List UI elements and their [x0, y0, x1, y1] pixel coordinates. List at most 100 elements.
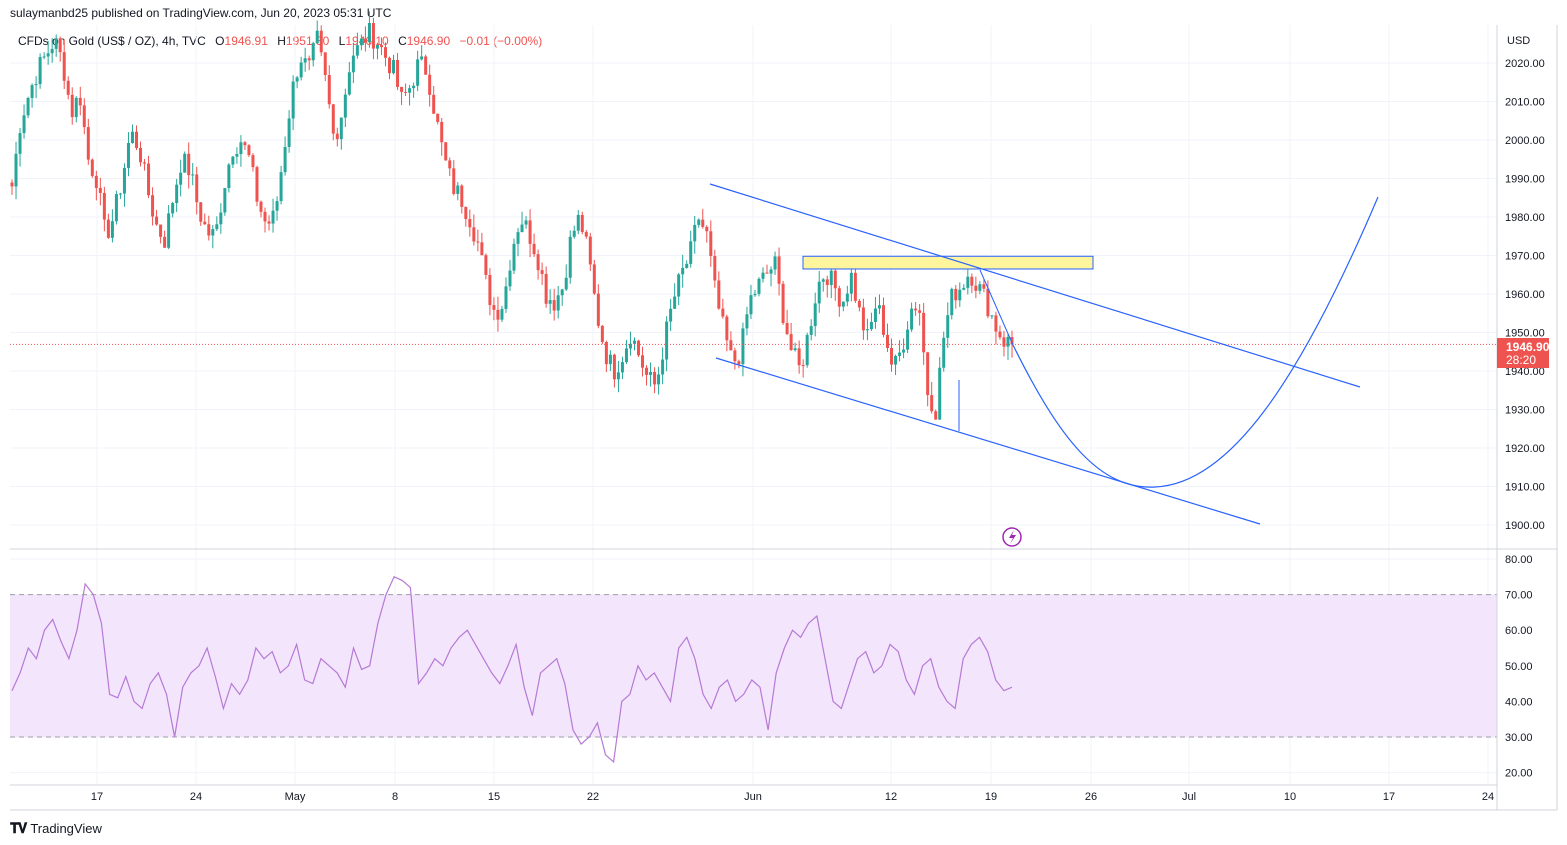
candle-body [54, 38, 58, 49]
open-label: O [215, 34, 225, 48]
candle-body [857, 300, 861, 308]
candle-body [584, 232, 588, 237]
candle-body [568, 236, 572, 278]
candle-body [187, 153, 191, 176]
candle-body [371, 23, 375, 49]
candle-body [363, 38, 367, 43]
candle-body [793, 348, 797, 351]
candle-body [556, 295, 560, 311]
candle-body [267, 221, 271, 224]
candle-body [592, 264, 596, 294]
candle-body [291, 81, 295, 119]
time-tick-label: 22 [587, 791, 599, 803]
candle-body [315, 30, 319, 44]
tradingview-logo[interactable]: 𝐓𝐕 TradingView [10, 820, 102, 837]
candle-body [990, 315, 994, 317]
candle-body [637, 340, 641, 356]
candle-body [396, 59, 400, 87]
candle-body [203, 221, 207, 225]
candle-body [460, 185, 464, 207]
candle-body [375, 45, 379, 49]
candle-body [183, 153, 187, 173]
candle-body [620, 362, 624, 373]
candle-body [335, 133, 339, 140]
candle-body [424, 56, 428, 75]
candle-body [628, 343, 632, 349]
candle-body [98, 187, 102, 193]
price-tick-label: 1940.00 [1505, 366, 1545, 378]
candle-body [311, 43, 315, 61]
candle-body [283, 146, 287, 173]
candle-body [681, 267, 685, 275]
time-tick-label: Jun [744, 791, 762, 803]
candle-body [524, 220, 528, 225]
candle-body [30, 85, 34, 98]
candle-body [219, 212, 223, 225]
candle-body [572, 230, 576, 237]
lightning-icon[interactable] [1002, 527, 1022, 547]
candle-body [62, 52, 66, 81]
candle-body [865, 329, 869, 331]
candle-body [94, 175, 98, 188]
candle-body [476, 241, 480, 243]
candle-body [761, 272, 765, 279]
candle-body [299, 62, 303, 78]
candle-body [733, 350, 737, 362]
candle-body [235, 154, 239, 157]
price-tick-label: 1970.00 [1505, 251, 1545, 263]
candle-body [223, 188, 227, 213]
candle-body [661, 359, 665, 375]
candle-body [70, 94, 74, 118]
candle-body [789, 334, 793, 351]
candle-body [492, 305, 496, 310]
candle-body [560, 289, 564, 296]
candle-body [468, 219, 472, 228]
candle-body [769, 269, 773, 274]
candle-body [906, 329, 910, 350]
time-tick-label: May [285, 791, 306, 803]
candle-body [765, 272, 769, 274]
candle-body [159, 224, 163, 237]
time-tick-label: 12 [885, 791, 897, 803]
candle-body [910, 308, 914, 330]
candle-body [420, 56, 424, 60]
projection-curve [1012, 196, 1379, 488]
candle-body [275, 201, 279, 211]
candle-body [18, 133, 22, 154]
candle-body [379, 45, 383, 48]
candle-body [130, 131, 134, 144]
time-tick-label: 17 [1383, 791, 1395, 803]
candle-body [327, 75, 331, 105]
candle-body [725, 316, 729, 341]
candle-body [966, 276, 970, 288]
candle-body [890, 348, 894, 365]
candle-body [444, 142, 448, 161]
candle-body [821, 279, 825, 282]
price-tick-label: 1990.00 [1505, 174, 1545, 186]
candle-body [448, 160, 452, 169]
candle-body [861, 307, 865, 331]
candle-body [978, 284, 982, 291]
candle-body [191, 174, 195, 176]
candle-body [432, 94, 436, 114]
symbol-name[interactable]: CFDs on Gold (US$ / OZ), 4h, TVC [18, 34, 206, 48]
rsi-tick-label: 30.00 [1505, 732, 1533, 744]
candle-body [331, 104, 335, 134]
candle-body [134, 131, 138, 149]
candle-body [797, 348, 801, 366]
price-tick-label: 1950.00 [1505, 328, 1545, 340]
candle-body [869, 321, 873, 330]
candle-body [10, 182, 14, 187]
candle-body [122, 167, 126, 194]
candle-body [355, 45, 359, 56]
rsi-tick-label: 80.00 [1505, 554, 1533, 566]
candle-body [596, 293, 600, 326]
candle-body [970, 276, 974, 286]
candle-body [982, 284, 986, 289]
candle-body [673, 296, 677, 309]
candle-body [701, 219, 705, 227]
candle-body [749, 295, 753, 315]
candle-body [287, 118, 291, 147]
rsi-tick-label: 60.00 [1505, 625, 1533, 637]
